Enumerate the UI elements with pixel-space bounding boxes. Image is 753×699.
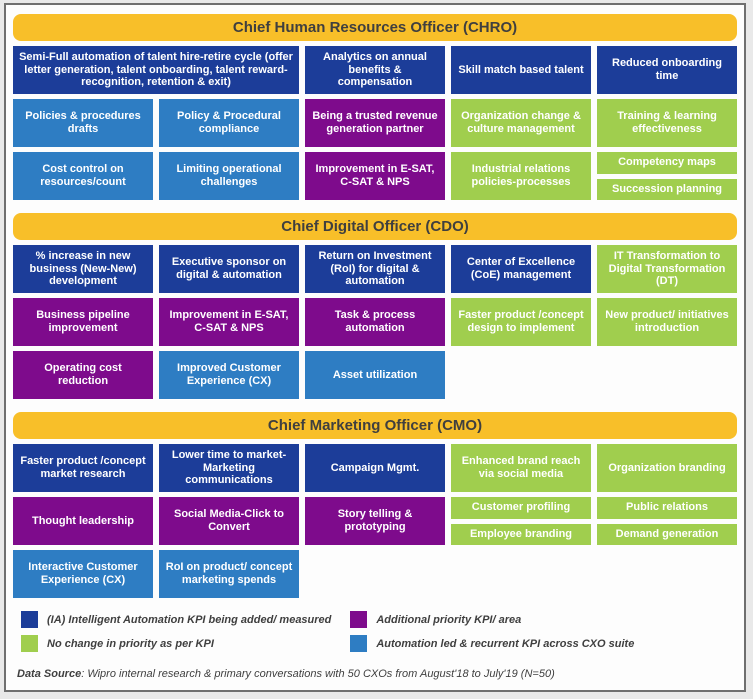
data-source-line: Data Source: Wipro internal research & p… xyxy=(17,668,737,680)
kpi-cell: Improved Customer Experience (CX) xyxy=(159,351,299,399)
kpi-cell: Executive sponsor on digital & automatio… xyxy=(159,245,299,293)
kpi-cell: Public relations xyxy=(597,497,737,519)
kpi-cell: Interactive Customer Experience (CX) xyxy=(13,550,153,598)
legend-item-automation-led: Automation led & recurrent KPI across CX… xyxy=(350,635,737,652)
legend-label: Automation led & recurrent KPI across CX… xyxy=(376,637,635,650)
legend-swatch-green-icon xyxy=(21,635,38,652)
kpi-cell: Faster product /concept market research xyxy=(13,444,153,492)
kpi-cell: Customer profiling xyxy=(451,497,591,519)
kpi-cell-stack: Customer profiling Employee branding xyxy=(451,497,591,545)
kpi-cell: Social Media-Click to Convert xyxy=(159,497,299,545)
kpi-cell: Skill match based talent xyxy=(451,46,591,94)
chro-row-1: Semi-Full automation of talent hire-reti… xyxy=(13,46,737,94)
kpi-cell: Employee branding xyxy=(451,523,591,545)
section-cdo: Chief Digital Officer (CDO) % increase i… xyxy=(13,213,737,399)
infographic-panel: Chief Human Resources Officer (CHRO) Sem… xyxy=(4,3,746,692)
kpi-cell: Analytics on annual benefits & compensat… xyxy=(305,46,445,94)
kpi-cell: Semi-Full automation of talent hire-reti… xyxy=(13,46,299,94)
legend-item-additional-priority: Additional priority KPI/ area xyxy=(350,611,737,628)
section-header-chro: Chief Human Resources Officer (CHRO) xyxy=(13,14,737,41)
section-title: Chief Marketing Officer (CMO) xyxy=(267,417,483,434)
legend: (IA) Intelligent Automation KPI being ad… xyxy=(21,611,737,652)
kpi-cell: Business pipeline improvement xyxy=(13,298,153,346)
kpi-cell: New product/ initiatives introduction xyxy=(597,298,737,346)
kpi-cell: RoI on product/ concept marketing spends xyxy=(159,550,299,598)
kpi-cell: Cost control on resources/count xyxy=(13,152,153,200)
kpi-cell: Limiting operational challenges xyxy=(159,152,299,200)
kpi-cell: Return on Investment (RoI) for digital &… xyxy=(305,245,445,293)
kpi-cell: IT Transformation to Digital Transformat… xyxy=(597,245,737,293)
cdo-row-3: Operating cost reduction Improved Custom… xyxy=(13,351,737,399)
kpi-cell: Lower time to market-Marketing communica… xyxy=(159,444,299,492)
data-source-label: Data Source xyxy=(17,668,82,680)
cdo-row-2: Business pipeline improvement Improvemen… xyxy=(13,298,737,346)
kpi-cell: % increase in new business (New-New) dev… xyxy=(13,245,153,293)
kpi-cell: Policies & procedures drafts xyxy=(13,99,153,147)
kpi-cell: Enhanced brand reach via social media xyxy=(451,444,591,492)
legend-swatch-purple-icon xyxy=(350,611,368,628)
kpi-cell: Faster product /concept design to implem… xyxy=(451,298,591,346)
section-header-cdo: Chief Digital Officer (CDO) xyxy=(13,213,737,240)
kpi-cell: Policy & Procedural compliance xyxy=(159,99,299,147)
cmo-row-2: Thought leadership Social Media-Click to… xyxy=(13,497,737,545)
kpi-cell: Campaign Mgmt. xyxy=(305,444,445,492)
kpi-cell: Succession planning xyxy=(597,178,737,200)
cdo-row-1: % increase in new business (New-New) dev… xyxy=(13,245,737,293)
kpi-cell: Center of Excellence (CoE) management xyxy=(451,245,591,293)
cmo-row-3: Interactive Customer Experience (CX) RoI… xyxy=(13,550,737,598)
kpi-cell: Training & learning effectiveness xyxy=(597,99,737,147)
kpi-cell: Organization change & culture management xyxy=(451,99,591,147)
kpi-cell: Improvement in E-SAT, C-SAT & NPS xyxy=(159,298,299,346)
kpi-cell: Story telling & prototyping xyxy=(305,497,445,545)
kpi-cell: Organization branding xyxy=(597,444,737,492)
kpi-cell: Demand generation xyxy=(597,523,737,545)
legend-label: No change in priority as per KPI xyxy=(47,637,214,650)
legend-label: Additional priority KPI/ area xyxy=(376,613,522,626)
kpi-cell: Being a trusted revenue generation partn… xyxy=(305,99,445,147)
kpi-cell: Asset utilization xyxy=(305,351,445,399)
section-title: Chief Human Resources Officer (CHRO) xyxy=(232,19,518,36)
section-cmo: Chief Marketing Officer (CMO) Faster pro… xyxy=(13,412,737,598)
data-source-text: : Wipro internal research & primary conv… xyxy=(81,668,555,680)
legend-item-intelligent-automation: (IA) Intelligent Automation KPI being ad… xyxy=(21,611,350,628)
kpi-cell-stack: Public relations Demand generation xyxy=(597,497,737,545)
chro-row-2: Policies & procedures drafts Policy & Pr… xyxy=(13,99,737,147)
cmo-row-1: Faster product /concept market research … xyxy=(13,444,737,492)
kpi-cell: Improvement in E-SAT, C-SAT & NPS xyxy=(305,152,445,200)
kpi-cell: Industrial relations policies-processes xyxy=(451,152,591,200)
kpi-cell: Operating cost reduction xyxy=(13,351,153,399)
section-title: Chief Digital Officer (CDO) xyxy=(281,218,469,235)
legend-label: (IA) Intelligent Automation KPI being ad… xyxy=(47,613,332,626)
kpi-cell-stack: Competency maps Succession planning xyxy=(597,152,737,200)
chro-row-3: Cost control on resources/count Limiting… xyxy=(13,152,737,200)
legend-item-no-change: No change in priority as per KPI xyxy=(21,635,350,652)
kpi-cell: Reduced onboarding time xyxy=(597,46,737,94)
section-header-cmo: Chief Marketing Officer (CMO) xyxy=(13,412,737,439)
section-chro: Chief Human Resources Officer (CHRO) Sem… xyxy=(13,14,737,200)
legend-swatch-lightblue-icon xyxy=(350,635,368,652)
kpi-cell: Thought leadership xyxy=(13,497,153,545)
kpi-cell: Competency maps xyxy=(597,152,737,174)
kpi-cell: Task & process automation xyxy=(305,298,445,346)
legend-swatch-darkblue-icon xyxy=(21,611,38,628)
